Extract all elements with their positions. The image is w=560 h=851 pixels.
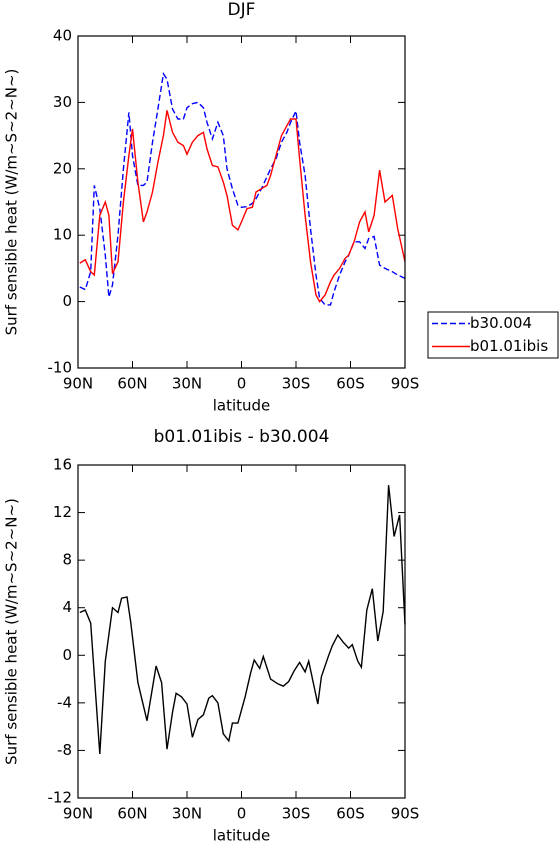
- x-tick-label: 90N: [63, 805, 93, 823]
- y-tick-label: 12: [53, 503, 72, 521]
- x-axis-label: latitude: [213, 827, 271, 845]
- plot-frame: [77, 464, 406, 799]
- y-axis-label: Surf sensible heat (W/m~S~2~N~): [3, 498, 21, 765]
- y-tick-label: 10: [53, 226, 72, 244]
- x-tick-label: 60N: [117, 805, 147, 823]
- y-tick-label: 40: [53, 27, 72, 45]
- y-tick-label: 0: [62, 646, 72, 664]
- x-tick-label: 60S: [336, 375, 365, 393]
- x-tick-label: 30N: [172, 805, 202, 823]
- x-tick-label: 0: [237, 375, 247, 393]
- x-tick-label: 30N: [172, 375, 202, 393]
- y-tick-label: 30: [53, 93, 72, 111]
- y-tick-label: -10: [48, 359, 73, 377]
- y-tick-label: 4: [62, 598, 72, 616]
- data-line: [79, 71, 406, 306]
- x-tick-label: 30S: [282, 375, 311, 393]
- y-tick-label: 16: [53, 456, 72, 474]
- x-axis-label: latitude: [213, 397, 271, 415]
- x-tick-label: 60S: [336, 805, 365, 823]
- y-tick-label: -4: [57, 693, 72, 711]
- y-tick-label: 8: [62, 551, 72, 569]
- chart-title: DJF: [228, 0, 256, 20]
- legend-label: b01.01ibis: [470, 337, 548, 355]
- y-tick-label: 0: [62, 292, 72, 310]
- x-tick-label: 30S: [282, 805, 311, 823]
- legend-label: b30.004: [470, 314, 532, 332]
- x-tick-label: 90S: [391, 375, 420, 393]
- y-axis-label: Surf sensible heat (W/m~S~2~N~): [3, 69, 21, 336]
- data-line: [79, 485, 406, 755]
- x-tick-label: 90N: [63, 375, 93, 393]
- x-tick-label: 60N: [117, 375, 147, 393]
- y-tick-label: 20: [53, 159, 72, 177]
- y-tick-label: -8: [57, 741, 72, 759]
- x-tick-label: 0: [237, 805, 247, 823]
- legend-box: [427, 311, 559, 359]
- x-tick-label: 90S: [391, 805, 420, 823]
- y-tick-label: -12: [48, 789, 73, 807]
- plot-frame: [77, 35, 406, 369]
- chart-title: b01.01ibis - b30.004: [154, 427, 330, 447]
- data-line: [79, 110, 406, 303]
